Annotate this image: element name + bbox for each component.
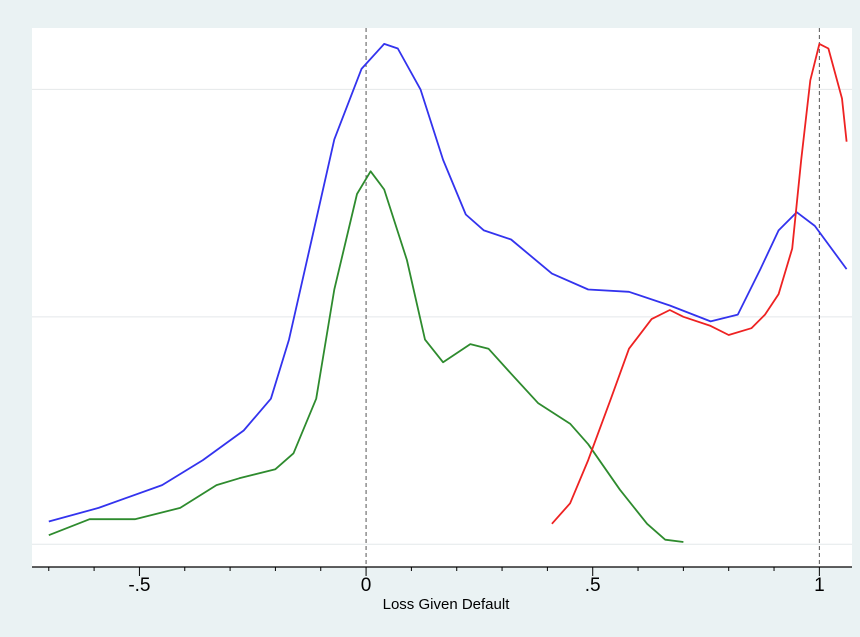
x-tick-label: 0 [361,575,372,596]
density-line [48,170,684,543]
x-tick-label: .5 [585,575,601,596]
plot-area [32,28,852,567]
x-axis-label: Loss Given Default [383,596,511,613]
x-tick-label: 1 [814,575,825,596]
x-tick-label: -.5 [128,575,150,596]
density-line [48,43,848,523]
density-line [551,43,848,525]
